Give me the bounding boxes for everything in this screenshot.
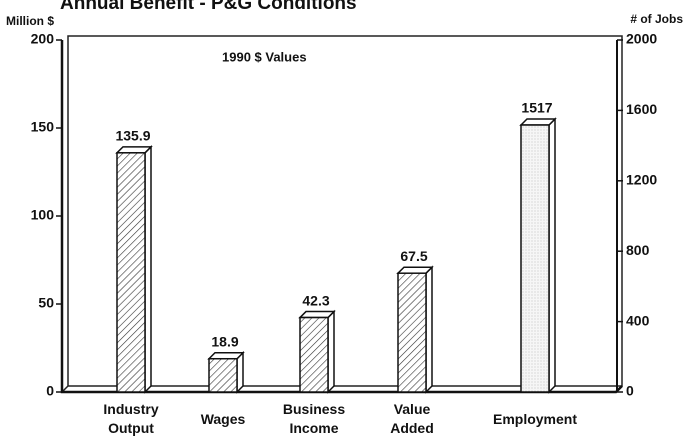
bar-side	[548, 117, 556, 394]
y2-tick-label: 0	[626, 383, 634, 399]
bar	[298, 309, 336, 394]
bar	[207, 350, 245, 394]
annotation: 1990 $ Values	[222, 49, 307, 64]
bar-side	[425, 265, 433, 394]
y-tick-label: 100	[31, 207, 55, 223]
bar-front	[299, 316, 329, 393]
bar-top	[298, 310, 336, 319]
bar-side	[327, 309, 335, 394]
x-tick-label: Employment	[492, 411, 577, 427]
bar-top	[115, 146, 153, 154]
bar	[396, 265, 434, 394]
value-label: 67.5	[400, 248, 427, 264]
bar	[115, 145, 153, 394]
bar-side	[144, 145, 152, 394]
x-tick-label: Value Added	[390, 401, 434, 436]
value-label: 135.9	[115, 128, 150, 144]
x-tick-label: Industry Output	[103, 401, 159, 436]
value-label: 42.3	[302, 292, 329, 308]
y2-tick-label: 2000	[626, 31, 657, 47]
bar-front	[397, 272, 427, 393]
y-axis-label: Million $	[6, 14, 54, 28]
bar-top	[207, 351, 245, 360]
y2-axis-label: # of Jobs	[630, 12, 683, 26]
y-tick-label: 0	[46, 383, 54, 399]
x-tick-label: Business Income	[282, 401, 346, 436]
bar-front	[208, 357, 238, 393]
y2-tick-label: 800	[626, 242, 650, 258]
chart-title: Annual Benefit - P&G Conditions	[60, 0, 357, 14]
y2-tick-label: 400	[626, 312, 650, 328]
bar-top	[519, 118, 557, 126]
y-tick-label: 200	[31, 31, 55, 47]
bar-top	[396, 266, 434, 274]
value-label: 18.9	[211, 333, 238, 349]
value-label: 1517	[521, 100, 552, 116]
y2-tick-label: 1600	[626, 101, 657, 117]
bar	[519, 117, 557, 394]
x-tick-label: Wages	[200, 411, 246, 427]
bar-front	[116, 152, 146, 393]
bar-front	[520, 124, 550, 393]
y2-tick-label: 1200	[626, 172, 657, 188]
y-tick-label: 150	[31, 119, 55, 135]
y-tick-label: 50	[38, 295, 54, 311]
